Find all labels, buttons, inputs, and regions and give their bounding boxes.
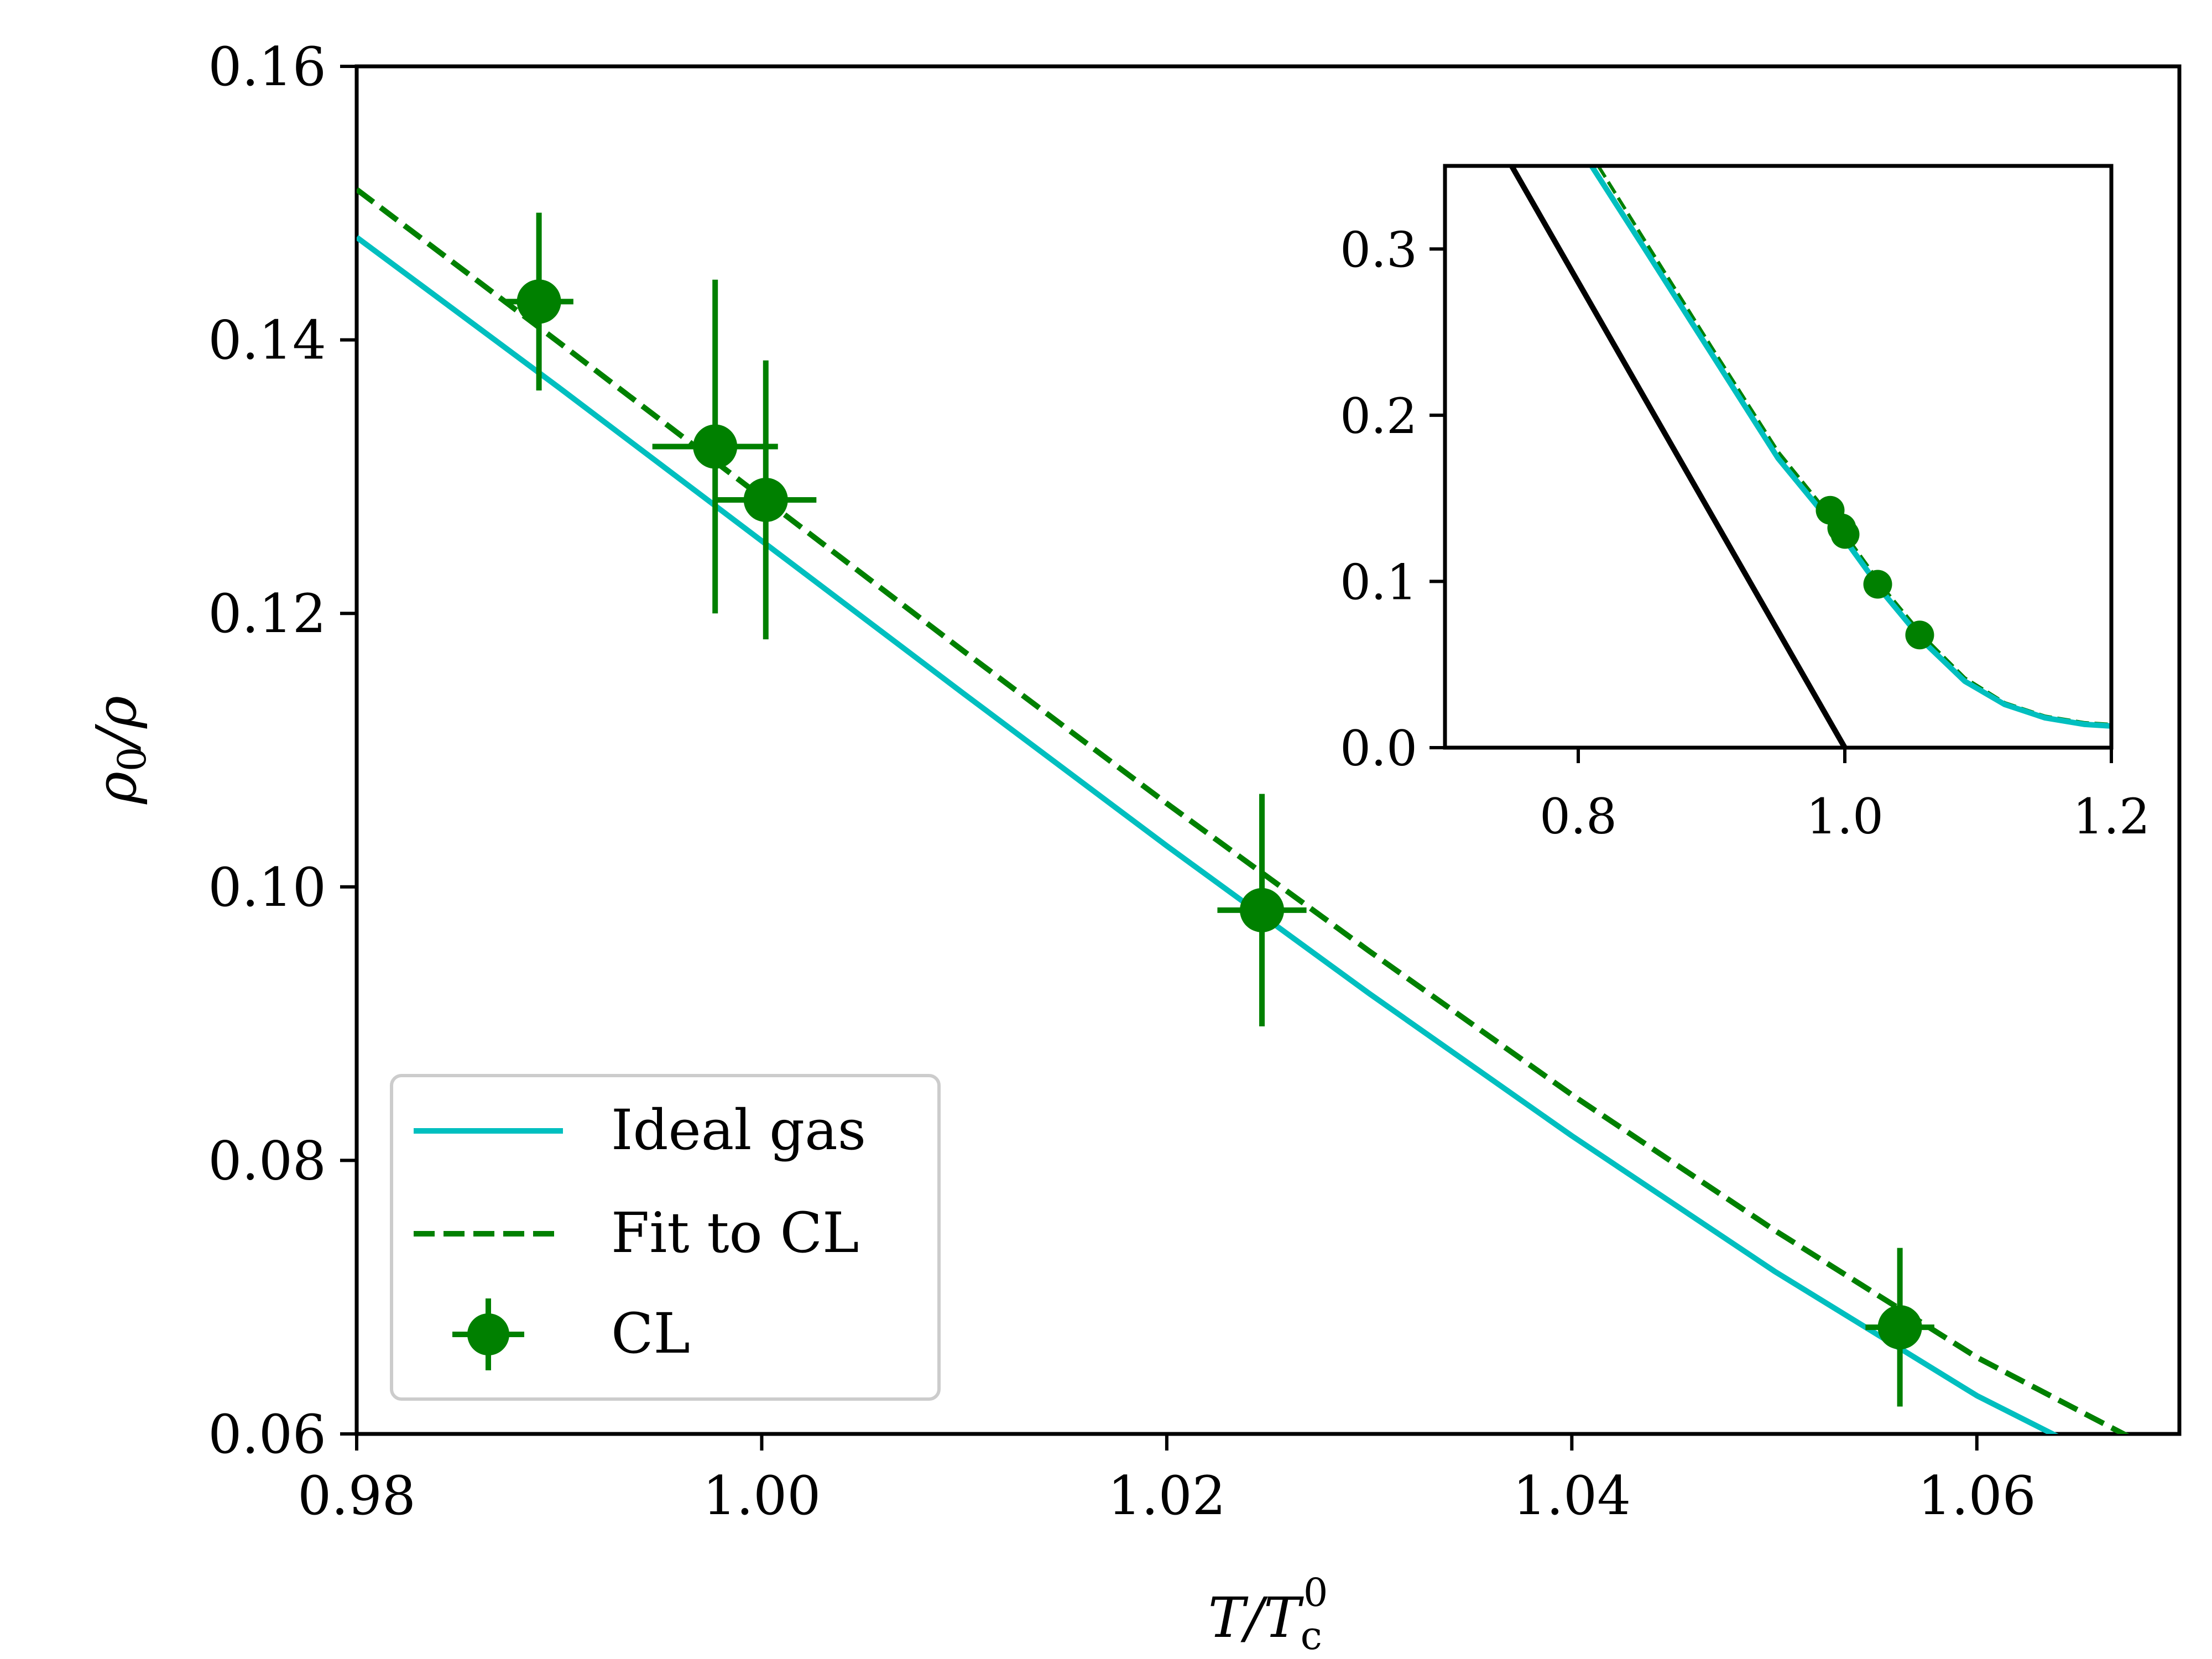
cl-marker	[693, 424, 738, 469]
inset-plot-frame	[1443, 164, 2114, 750]
x-tick-label: 1.02	[1108, 1465, 1226, 1527]
fit-to-cl-line	[357, 187, 2130, 1434]
cl-marker	[1877, 1305, 1922, 1350]
cl-data-point	[715, 360, 817, 640]
x-tick-label: 1.06	[1918, 1465, 2036, 1527]
cl-data-point	[504, 212, 573, 391]
inset-x-tick-label: 1.0	[1806, 788, 1884, 845]
main-series	[357, 187, 2130, 1434]
y-tick-label: 0.08	[208, 1130, 326, 1192]
main-plot-frame	[354, 64, 2182, 1436]
inset-ideal-gas-line	[1589, 166, 2111, 729]
legend: Ideal gas Fit to CL CL	[390, 1074, 941, 1401]
x-tick-label: 0.98	[298, 1465, 416, 1527]
main-series-clip	[357, 187, 2130, 1434]
x-tick-label: 1.04	[1512, 1465, 1631, 1527]
inset-x-tick-label: 1.2	[2073, 788, 2150, 845]
y-tick-label: 0.12	[208, 583, 326, 645]
y-tick-label: 0.06	[208, 1404, 326, 1465]
legend-cl-label: CL	[611, 1301, 690, 1366]
x-tick-label: 1.00	[703, 1465, 821, 1527]
inset-y-tick-label: 0.1	[1340, 554, 1417, 611]
y-axis-label: ρ0/ρ	[84, 696, 155, 805]
legend-cl-swatch	[452, 1298, 524, 1370]
cl-marker	[517, 279, 561, 324]
cl-data-point	[1217, 794, 1307, 1027]
legend-fit-label: Fit to CL	[611, 1201, 859, 1265]
inset-cl-marker	[1863, 570, 1892, 599]
legend-box	[390, 1074, 941, 1401]
inset-series-clip	[1509, 166, 2111, 748]
y-tick-label: 0.10	[208, 857, 326, 919]
inset-black-line	[1509, 166, 1848, 748]
cl-data-point	[652, 279, 778, 614]
inset-x-tick-label: 0.8	[1540, 788, 1617, 845]
legend-ideal-gas-label: Ideal gas	[611, 1098, 866, 1162]
inset-y-tick-label: 0.3	[1340, 221, 1417, 278]
cl-marker	[1240, 888, 1285, 932]
cl-marker	[743, 477, 788, 522]
inset-cl-marker	[1830, 520, 1860, 549]
inset-series	[1509, 166, 2111, 748]
inset-ticks: 0.8 1.0 1.2 0.0 0.1 0.2 0.3	[1340, 221, 2150, 845]
main-ticks: 0.98 1.00 1.02 1.04 1.06 0.06 0.08 0.10 0.12 0.14…	[208, 36, 2036, 1527]
y-tick-label: 0.16	[208, 36, 326, 98]
y-tick-label: 0.14	[208, 310, 326, 372]
inset-y-tick-label: 0.2	[1340, 388, 1417, 445]
inset-cl-marker	[1905, 620, 1934, 650]
x-axis-label: T/Tc0	[1208, 1570, 1328, 1658]
cl-data-point	[1865, 1248, 1934, 1407]
inset-y-tick-label: 0.0	[1340, 720, 1417, 777]
